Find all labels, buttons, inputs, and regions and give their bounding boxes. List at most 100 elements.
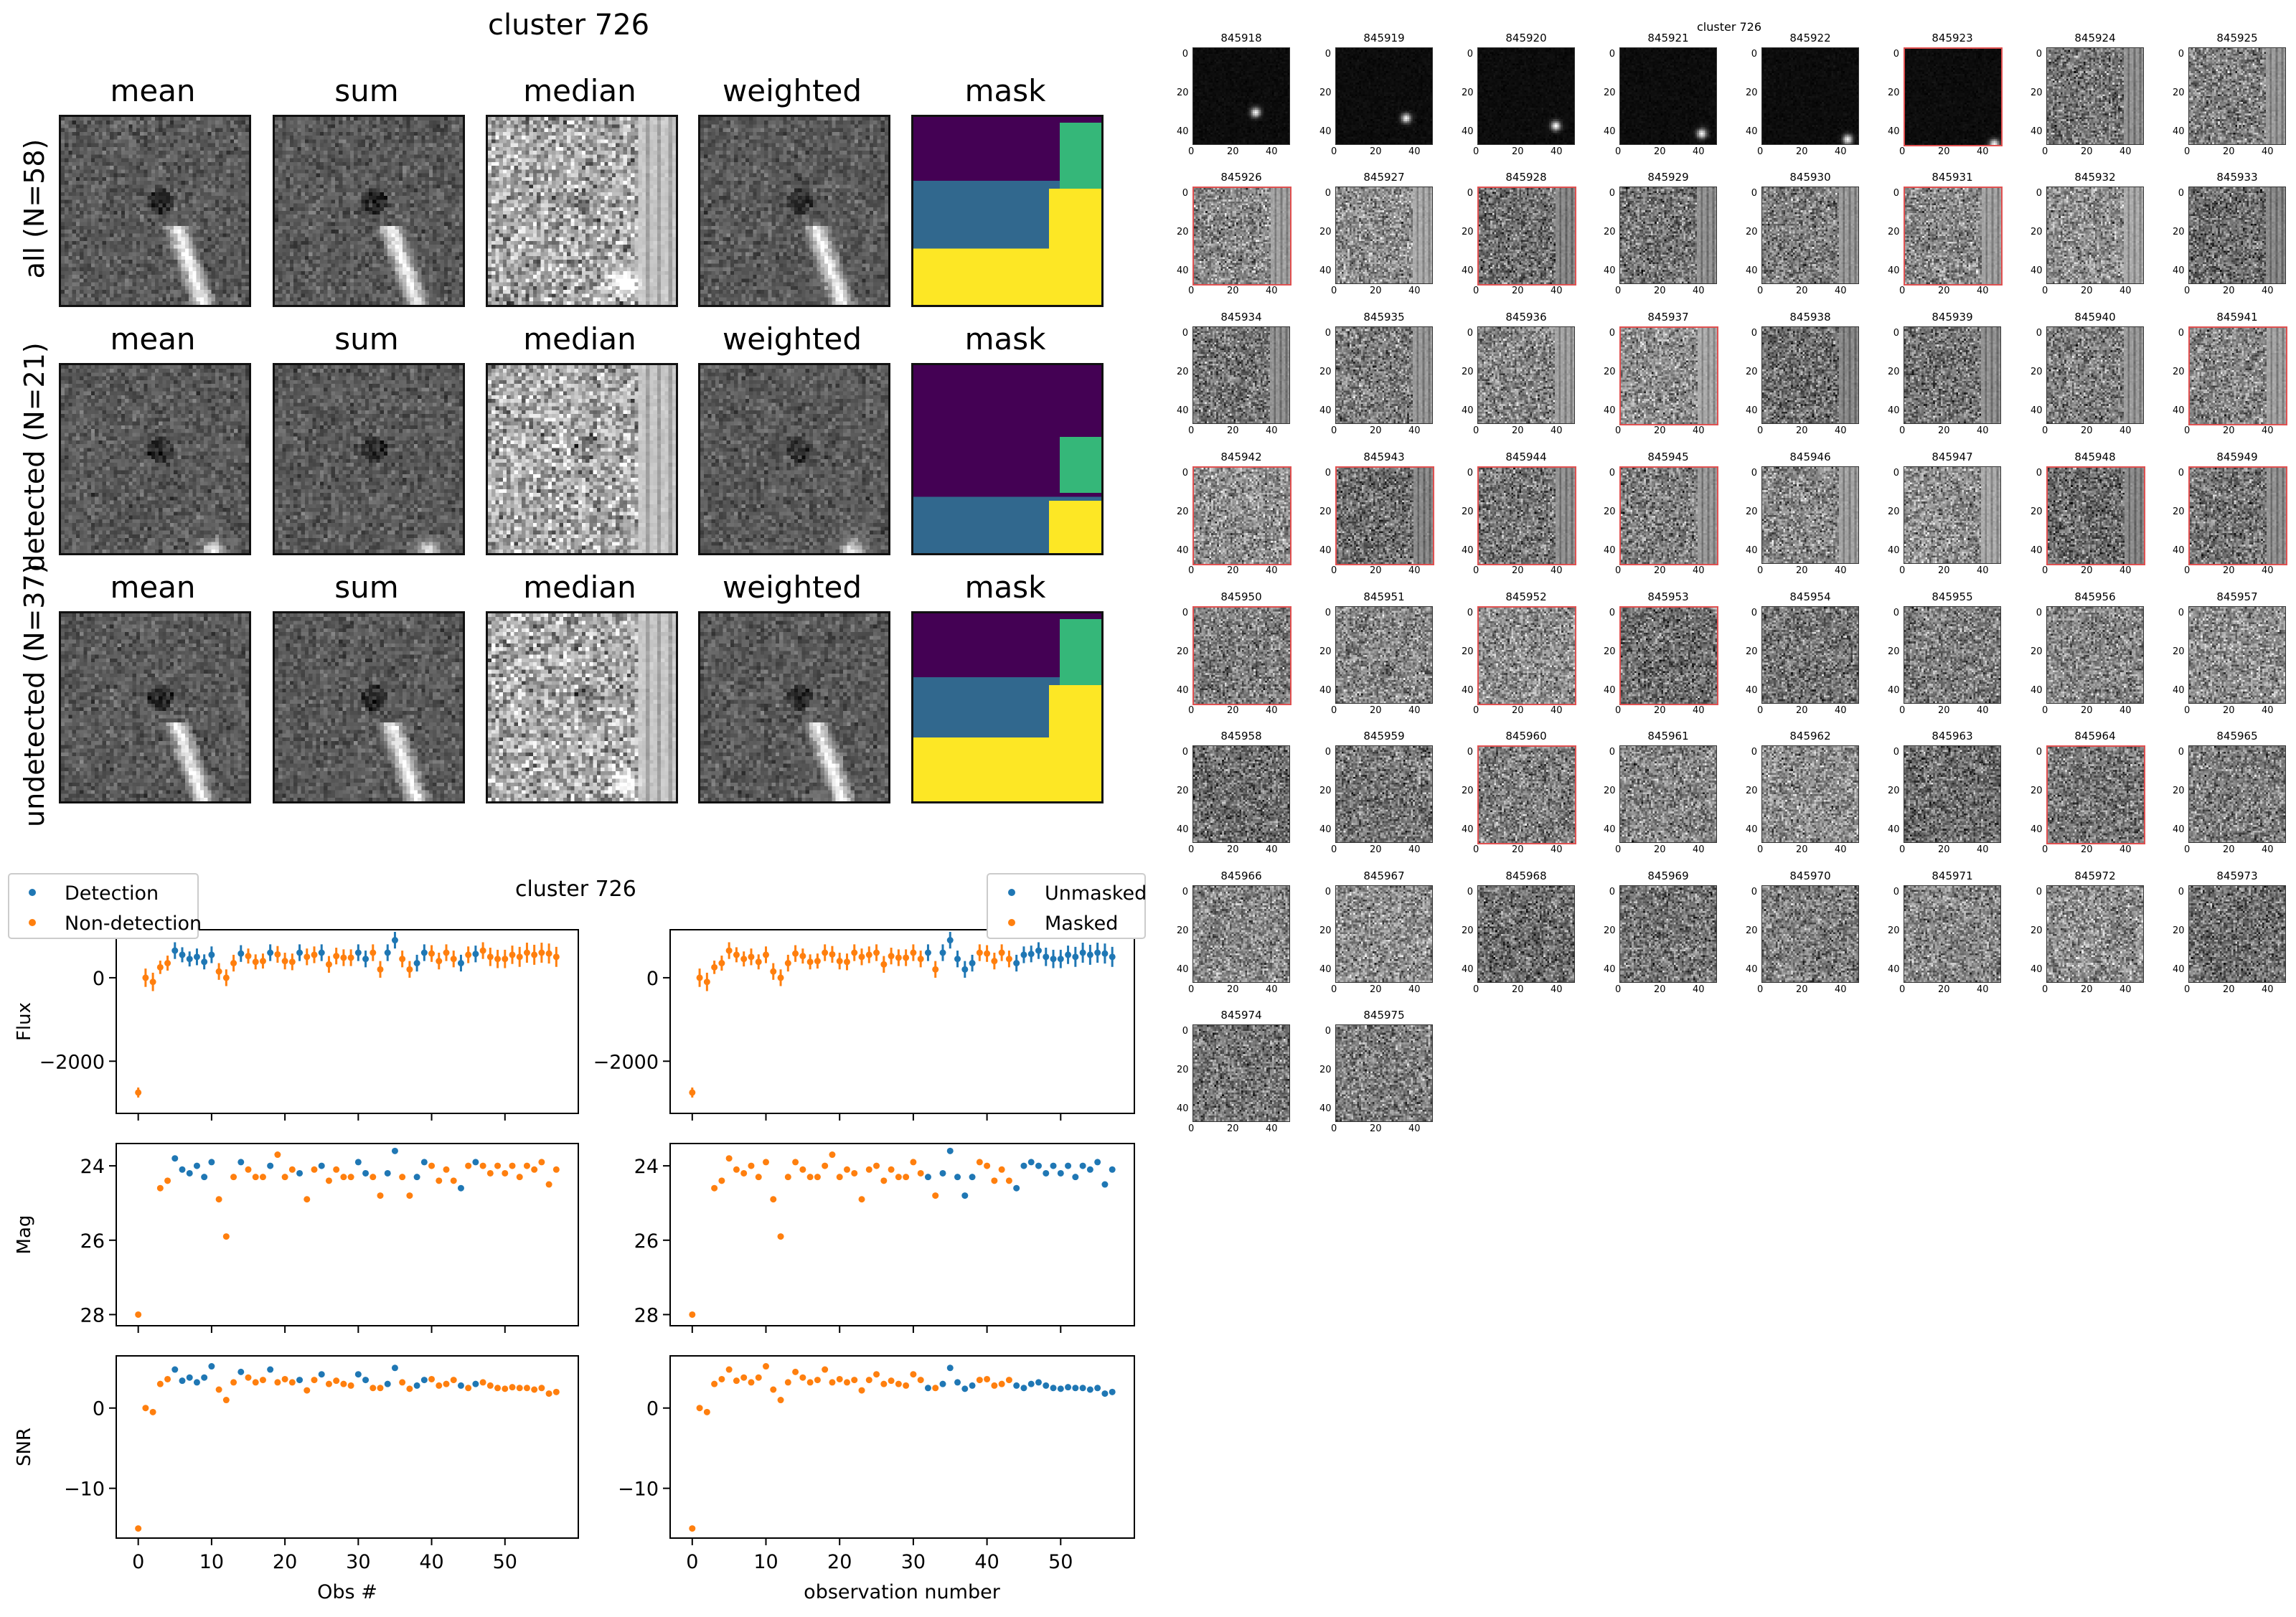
- tile-ytick: 20: [1604, 925, 1616, 936]
- tile-xtick: 0: [1757, 286, 1764, 296]
- tile-title: 845957: [2216, 590, 2258, 603]
- data-point: [552, 1166, 560, 1173]
- data-point: [288, 1379, 296, 1386]
- tile-stamp: [1192, 187, 1292, 286]
- data-point: [420, 1377, 428, 1384]
- data-point: [370, 949, 377, 956]
- data-point: [1057, 1385, 1064, 1392]
- tile-xtick: 20: [1512, 286, 1524, 296]
- tile-title: 845960: [1505, 730, 1547, 742]
- tile-ytick: 20: [2173, 646, 2185, 657]
- data-point: [822, 1162, 829, 1169]
- data-point: [1086, 951, 1093, 958]
- tile-ytick: 0: [1893, 608, 1899, 618]
- data-point: [851, 949, 858, 956]
- tile-xtick: 20: [2223, 286, 2235, 296]
- stack-col-title-median: median: [523, 73, 636, 108]
- tiles-panel-title: cluster 726: [1697, 20, 1762, 34]
- tile-ytick: 40: [1888, 405, 1900, 416]
- tile-ytick: 40: [1746, 265, 1758, 276]
- data-point: [1065, 1384, 1072, 1391]
- tile-xtick: 20: [1938, 844, 1950, 855]
- tile-xtick: 0: [1615, 425, 1622, 436]
- data-point: [479, 1379, 486, 1386]
- tile-stamp: [1619, 745, 1717, 843]
- data-point: [370, 1174, 377, 1181]
- x-tick-label: 40: [974, 1551, 999, 1573]
- tile-ytick: 0: [1893, 747, 1899, 758]
- tile-xtick: 40: [1977, 984, 1989, 995]
- tile-ytick: 40: [1462, 964, 1474, 975]
- data-point: [296, 949, 304, 956]
- tile-ytick: 0: [1751, 608, 1757, 618]
- tile-xtick: 40: [1693, 565, 1705, 576]
- tile-xtick: 20: [1227, 286, 1239, 296]
- tile-stamp: [1192, 885, 1290, 983]
- data-point: [1035, 1379, 1042, 1386]
- tile-xtick: 40: [2119, 565, 2132, 576]
- data-point: [836, 1375, 843, 1382]
- data-point: [384, 949, 391, 956]
- data-point: [406, 1192, 413, 1199]
- data-point: [858, 1387, 865, 1394]
- tile-ytick: 40: [1604, 824, 1616, 835]
- tile-ytick: 0: [2178, 468, 2184, 478]
- stack-col-title-sum: sum: [334, 321, 399, 357]
- tile-ytick: 20: [1319, 786, 1332, 796]
- data-point: [311, 1377, 318, 1384]
- tile-xtick: 40: [1551, 286, 1563, 296]
- data-point: [1013, 1382, 1020, 1389]
- tile-xtick: 0: [1899, 425, 1906, 436]
- tile-xtick: 0: [1331, 565, 1337, 576]
- tile-title: 845920: [1505, 32, 1547, 44]
- data-point: [288, 1166, 296, 1173]
- y-tick-label: 26: [80, 1230, 105, 1253]
- tile-title: 845955: [1932, 590, 1973, 603]
- data-point: [984, 1375, 991, 1382]
- stack-image-mean: [59, 611, 251, 803]
- data-point: [1072, 1174, 1079, 1181]
- data-point: [494, 956, 502, 963]
- data-point: [259, 1174, 266, 1181]
- tile-xtick: 20: [1938, 286, 1950, 296]
- tile-stamp: [2188, 47, 2286, 145]
- tile-ytick: 40: [1604, 265, 1616, 276]
- data-point: [836, 958, 843, 965]
- data-point: [274, 1379, 281, 1386]
- data-point: [858, 953, 865, 961]
- tile-ytick: 0: [1609, 188, 1615, 199]
- tile-xtick: 40: [2262, 705, 2274, 716]
- data-point: [156, 1380, 164, 1387]
- tile-ytick: 20: [2031, 925, 2043, 936]
- tile-ytick: 40: [1462, 405, 1474, 416]
- stack-image-mask: [911, 611, 1104, 803]
- legend-marker-unmasked: [1008, 889, 1015, 896]
- data-point: [1043, 1382, 1050, 1389]
- tile-xtick: 0: [1615, 146, 1622, 157]
- tile-xtick: 20: [1796, 565, 1808, 576]
- data-point: [237, 950, 245, 957]
- tile-xtick: 40: [1408, 705, 1421, 716]
- data-point: [545, 950, 552, 957]
- data-point: [703, 1408, 710, 1415]
- data-point: [406, 966, 413, 973]
- tile-title: 845935: [1363, 311, 1405, 324]
- tile-stamp: [2188, 606, 2286, 704]
- data-point: [230, 960, 237, 967]
- data-point: [932, 966, 939, 973]
- tile-ytick: 20: [1746, 88, 1758, 98]
- tile-xtick: 40: [1835, 286, 1847, 296]
- data-point: [428, 950, 436, 957]
- tile-ytick: 40: [1462, 545, 1474, 556]
- data-point: [740, 1169, 748, 1177]
- tile-ytick: 40: [1177, 685, 1189, 696]
- tile-ytick: 0: [1325, 188, 1331, 199]
- tile-stamp: [1761, 187, 1859, 284]
- data-point: [215, 1196, 222, 1203]
- tile-xtick: 40: [1977, 146, 1989, 157]
- tile-xtick: 20: [1938, 425, 1950, 436]
- data-point: [186, 956, 193, 963]
- tile-stamp: [1904, 606, 2001, 704]
- data-point: [237, 1159, 245, 1166]
- data-point: [895, 954, 902, 961]
